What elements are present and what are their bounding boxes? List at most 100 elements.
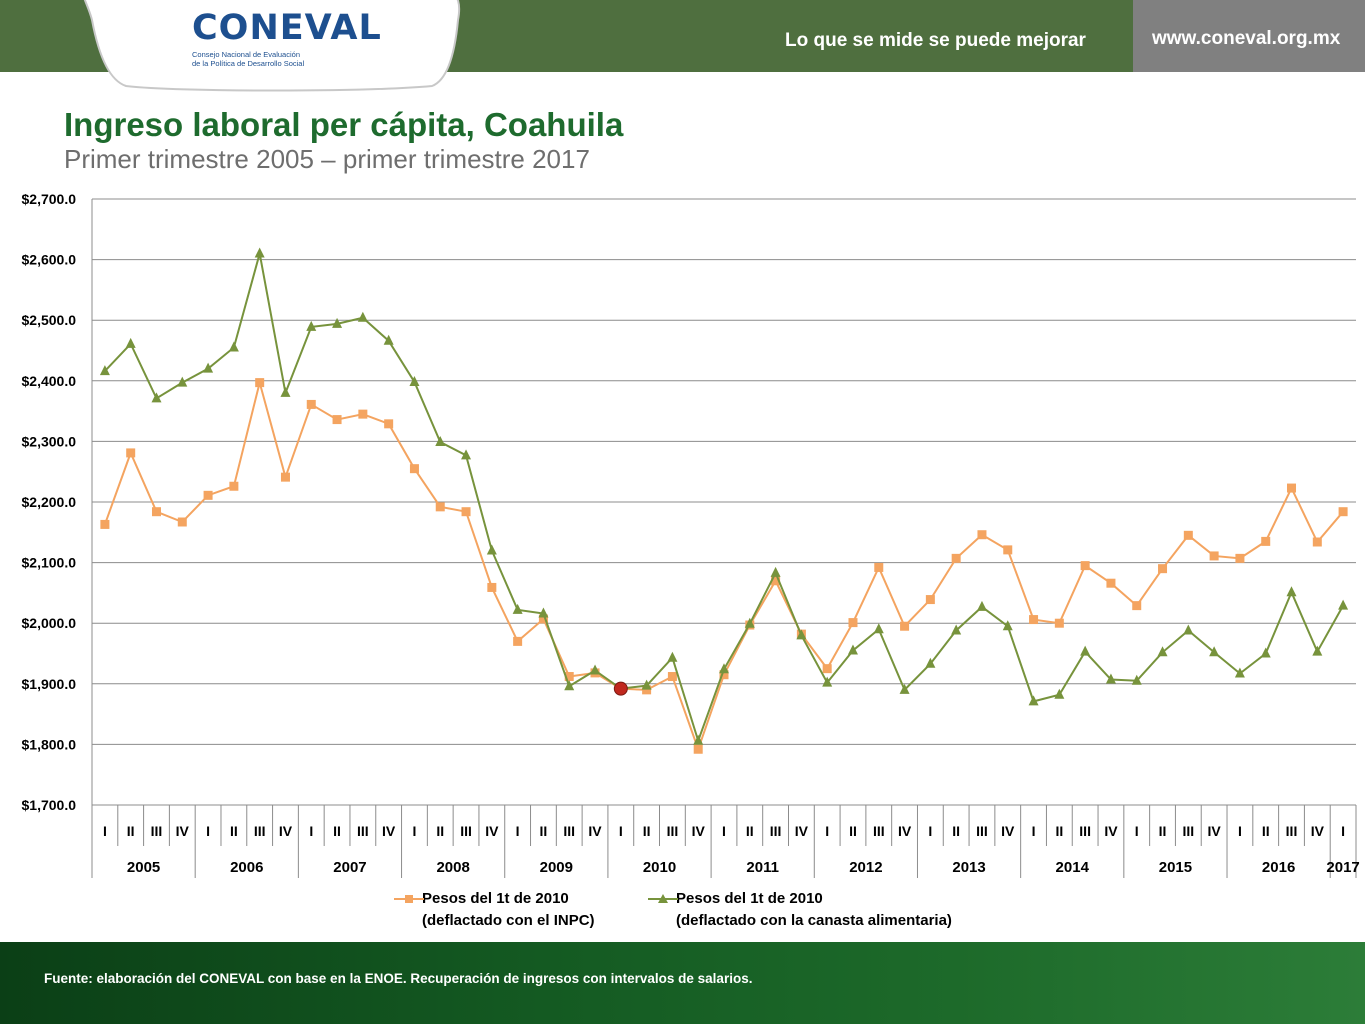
data-point-inpc bbox=[332, 415, 342, 425]
quarter-label: I bbox=[619, 823, 623, 839]
data-point-inpc bbox=[900, 621, 910, 631]
year-label: 2011 bbox=[746, 859, 779, 876]
data-point-canasta bbox=[1054, 688, 1065, 699]
quarter-label: IV bbox=[1001, 823, 1015, 839]
data-point-canasta bbox=[667, 651, 678, 662]
quarter-label: IV bbox=[588, 823, 602, 839]
logo-wordmark[interactable]: CONEVAL bbox=[192, 8, 382, 48]
quarter-label: II bbox=[1262, 823, 1270, 839]
data-point-inpc bbox=[538, 614, 548, 624]
data-point-canasta bbox=[1260, 647, 1271, 658]
quarter-label: IV bbox=[279, 823, 293, 839]
legend-inpc-label-1: Pesos del 1t de 2010 bbox=[422, 890, 569, 907]
data-point-canasta bbox=[332, 317, 343, 328]
year-label: 2008 bbox=[436, 859, 469, 876]
data-point-inpc bbox=[1183, 530, 1193, 540]
quarter-label: I bbox=[1238, 823, 1242, 839]
quarter-label: III bbox=[460, 823, 472, 839]
year-label: 2005 bbox=[127, 859, 160, 876]
footer-source: Fuente: elaboración del CONEVAL con base… bbox=[44, 971, 753, 986]
legend-item-canasta: Pesos del 1t de 2010 (deflactado con la … bbox=[648, 888, 952, 932]
data-point-canasta bbox=[590, 664, 601, 675]
quarter-label: III bbox=[770, 823, 782, 839]
year-label: 2006 bbox=[230, 859, 263, 876]
data-point-canasta bbox=[899, 683, 910, 694]
data-point-canasta bbox=[847, 644, 858, 655]
data-point-inpc bbox=[1209, 551, 1219, 561]
quarter-label: III bbox=[254, 823, 266, 839]
legend-square-marker-icon bbox=[394, 895, 424, 903]
data-point-inpc bbox=[384, 419, 394, 429]
data-point-canasta bbox=[796, 629, 807, 640]
data-point-canasta bbox=[228, 341, 239, 352]
quarter-label: III bbox=[1079, 823, 1091, 839]
data-point-inpc bbox=[126, 448, 136, 458]
quarter-label: I bbox=[825, 823, 829, 839]
data-point-inpc bbox=[951, 553, 961, 563]
data-point-inpc bbox=[1312, 537, 1322, 547]
y-tick-label: $1,900.0 bbox=[22, 676, 77, 692]
data-point-inpc bbox=[409, 464, 419, 474]
data-point-canasta bbox=[1183, 624, 1194, 635]
data-point-inpc bbox=[151, 507, 161, 517]
quarter-label: II bbox=[230, 823, 238, 839]
data-point-inpc bbox=[564, 672, 574, 682]
data-point-canasta bbox=[925, 657, 936, 668]
data-point-inpc bbox=[358, 409, 368, 419]
data-point-inpc bbox=[667, 672, 677, 682]
logo-subtitle: Consejo Nacional de Evaluación de la Pol… bbox=[192, 50, 362, 68]
data-point-canasta bbox=[744, 617, 755, 628]
header-url[interactable]: www.coneval.org.mx bbox=[1152, 28, 1341, 49]
y-tick-label: $1,700.0 bbox=[22, 797, 77, 813]
data-point-canasta bbox=[1028, 695, 1039, 706]
data-point-canasta bbox=[409, 376, 420, 387]
data-point-inpc bbox=[848, 618, 858, 628]
year-label: 2007 bbox=[333, 859, 366, 876]
data-point-canasta bbox=[1131, 674, 1142, 685]
quarter-label: II bbox=[952, 823, 960, 839]
data-point-inpc bbox=[255, 378, 265, 388]
data-point-canasta bbox=[306, 320, 317, 331]
legend-triangle-marker-icon bbox=[648, 894, 678, 903]
quarter-label: IV bbox=[795, 823, 809, 839]
quarter-label: I bbox=[413, 823, 417, 839]
quarter-label: III bbox=[976, 823, 988, 839]
year-label: 2013 bbox=[952, 859, 985, 876]
data-point-inpc bbox=[642, 685, 652, 695]
quarter-label: II bbox=[1055, 823, 1063, 839]
data-point-canasta bbox=[461, 449, 472, 460]
data-point-canasta bbox=[383, 334, 394, 345]
data-point-inpc bbox=[435, 502, 445, 512]
data-point-canasta bbox=[280, 386, 291, 397]
quarter-label: IV bbox=[692, 823, 706, 839]
data-point-canasta bbox=[1338, 599, 1349, 610]
data-point-inpc bbox=[1261, 536, 1271, 546]
quarter-label: II bbox=[849, 823, 857, 839]
data-point-canasta bbox=[203, 362, 214, 373]
data-point-canasta bbox=[125, 337, 136, 348]
data-point-inpc bbox=[771, 576, 781, 586]
quarter-label: III bbox=[1286, 823, 1298, 839]
data-point-canasta bbox=[435, 436, 446, 447]
data-point-inpc bbox=[177, 517, 187, 527]
data-point-inpc bbox=[229, 481, 239, 491]
data-point-inpc bbox=[1106, 578, 1116, 588]
data-point-canasta bbox=[564, 680, 575, 691]
data-point-canasta bbox=[873, 623, 884, 634]
year-label: 2016 bbox=[1262, 859, 1295, 876]
quarter-label: I bbox=[1135, 823, 1139, 839]
quarter-label: IV bbox=[898, 823, 912, 839]
data-point-canasta bbox=[951, 624, 962, 635]
data-point-inpc bbox=[1132, 601, 1142, 611]
year-label: 2017 bbox=[1326, 859, 1359, 876]
logo-subtitle-line-1: Consejo Nacional de Evaluación bbox=[192, 50, 300, 59]
line-chart: $1,700.0 $1,800.0 $1,900.0 $2,000.0 $2,100.0… bbox=[22, 191, 1360, 878]
data-point-canasta bbox=[1080, 645, 1091, 656]
data-point-canasta bbox=[770, 566, 781, 577]
quarter-label: II bbox=[643, 823, 651, 839]
year-label: 2015 bbox=[1159, 859, 1192, 876]
quarter-label: I bbox=[309, 823, 313, 839]
data-point-canasta bbox=[693, 734, 704, 745]
data-point-inpc bbox=[1287, 483, 1297, 493]
data-point-inpc bbox=[513, 636, 523, 646]
